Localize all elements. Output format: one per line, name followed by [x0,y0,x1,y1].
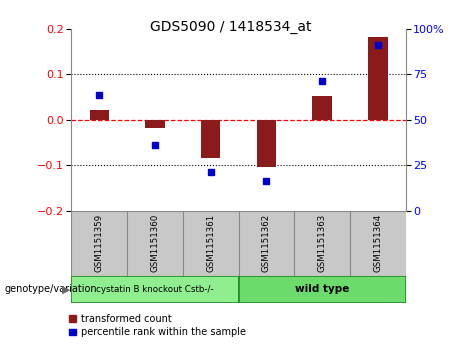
Legend: transformed count, percentile rank within the sample: transformed count, percentile rank withi… [67,311,248,339]
FancyBboxPatch shape [238,211,294,276]
Text: cystatin B knockout Cstb-/-: cystatin B knockout Cstb-/- [96,285,214,294]
Text: GSM1151360: GSM1151360 [150,214,160,272]
FancyBboxPatch shape [71,276,238,303]
Text: genotype/variation: genotype/variation [5,285,97,294]
Text: wild type: wild type [295,285,349,294]
Text: GSM1151362: GSM1151362 [262,214,271,272]
FancyBboxPatch shape [183,211,238,276]
FancyBboxPatch shape [238,276,406,303]
Bar [201,120,220,158]
Text: ▶: ▶ [62,285,70,294]
Text: GSM1151364: GSM1151364 [373,214,382,272]
Text: GSM1151361: GSM1151361 [206,214,215,272]
FancyBboxPatch shape [350,211,406,276]
Bar [89,110,109,120]
Text: GDS5090 / 1418534_at: GDS5090 / 1418534_at [150,20,311,34]
FancyBboxPatch shape [294,211,350,276]
Bar [368,37,388,120]
Bar [257,120,276,167]
Bar [313,96,332,120]
FancyBboxPatch shape [127,211,183,276]
Text: GSM1151359: GSM1151359 [95,214,104,272]
Text: GSM1151363: GSM1151363 [318,214,327,272]
FancyBboxPatch shape [71,211,127,276]
Bar [145,120,165,128]
